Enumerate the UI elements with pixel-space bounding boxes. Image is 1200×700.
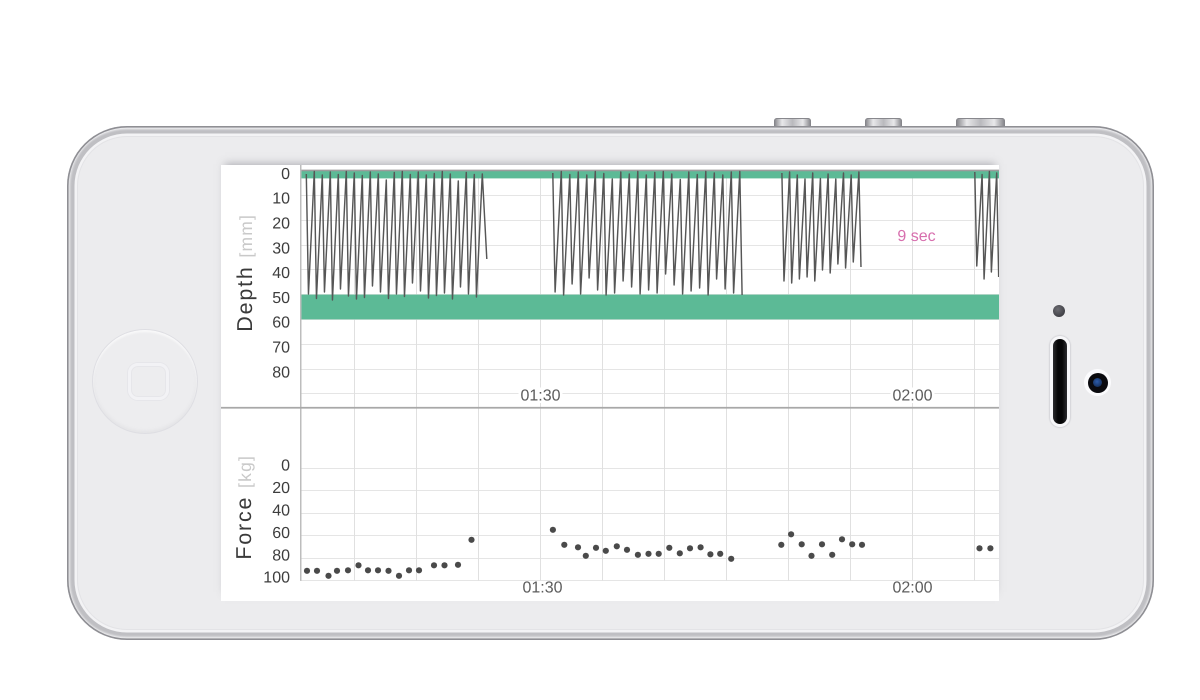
svg-text:40: 40 (272, 503, 290, 520)
svg-text:20: 20 (272, 480, 290, 497)
svg-text:02:00: 02:00 (892, 580, 932, 597)
svg-text:9 sec: 9 sec (897, 228, 935, 245)
svg-text:60: 60 (272, 315, 290, 332)
svg-text:10: 10 (272, 191, 290, 208)
svg-text:02:00: 02:00 (892, 388, 932, 405)
svg-text:01:30: 01:30 (520, 388, 560, 405)
svg-text:80: 80 (272, 364, 290, 381)
svg-text:Force [kg]: Force [kg] (232, 455, 256, 560)
svg-text:0: 0 (281, 458, 290, 475)
svg-text:50: 50 (272, 290, 290, 307)
svg-text:100: 100 (263, 570, 290, 587)
svg-text:01:30: 01:30 (522, 580, 562, 597)
svg-text:40: 40 (272, 265, 290, 282)
svg-text:0: 0 (281, 166, 290, 183)
svg-text:20: 20 (272, 216, 290, 233)
svg-text:70: 70 (272, 340, 290, 357)
svg-text:60: 60 (272, 525, 290, 542)
svg-text:Depth [mm]: Depth [mm] (233, 214, 257, 332)
svg-text:80: 80 (272, 547, 290, 564)
svg-text:30: 30 (272, 240, 290, 257)
